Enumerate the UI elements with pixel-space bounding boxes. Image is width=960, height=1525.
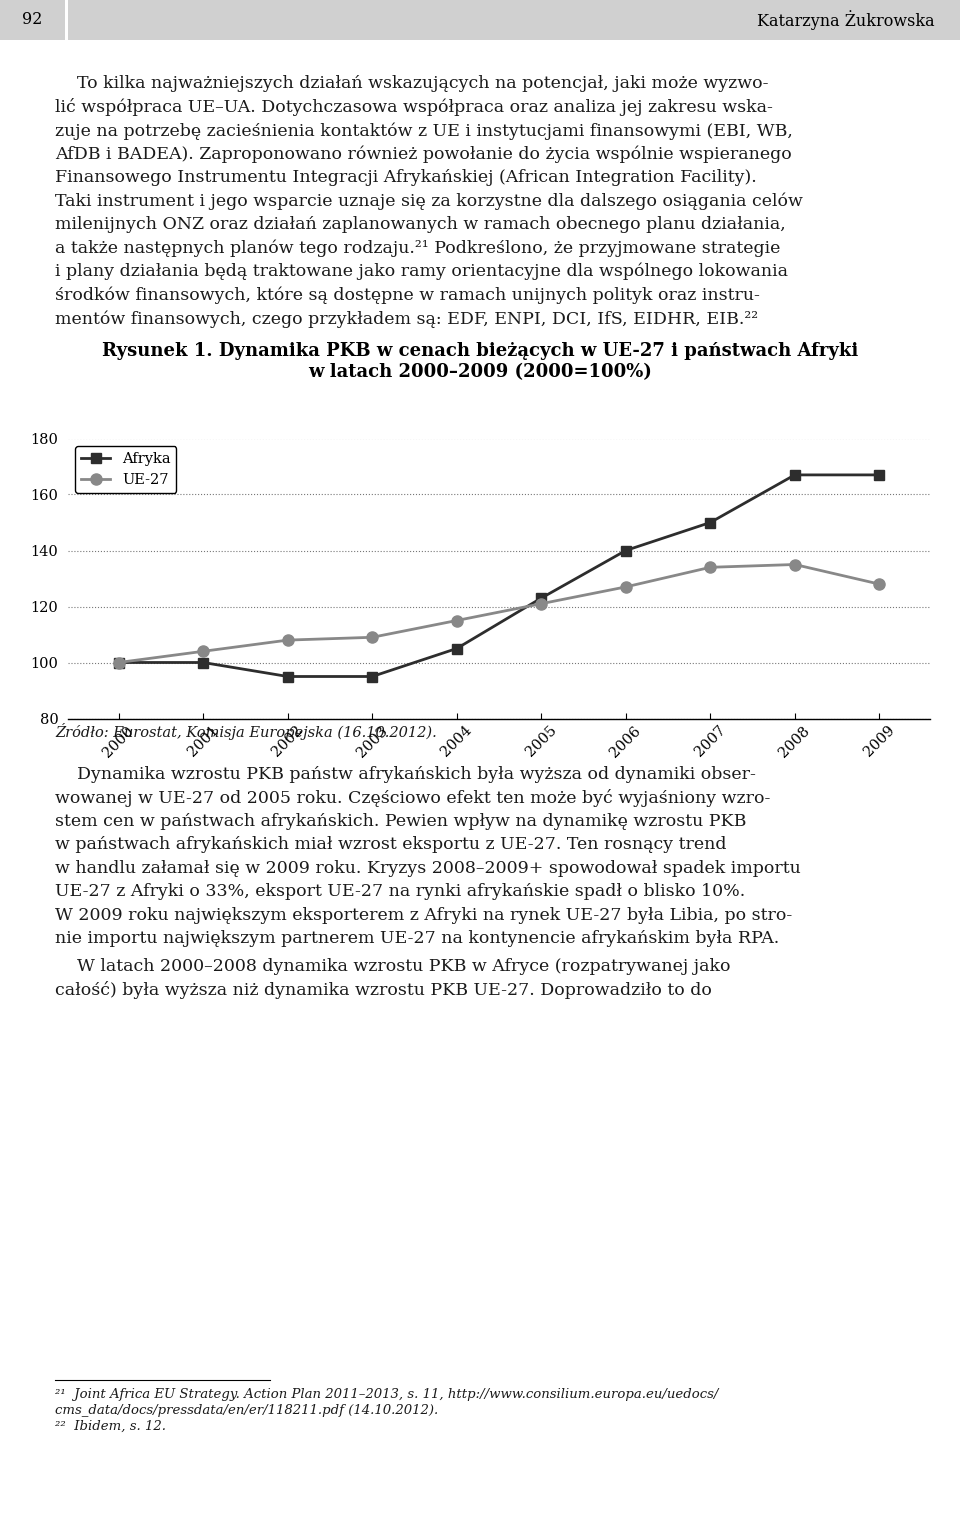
Bar	[65, 0, 68, 40]
Text: całość) była wyższa niż dynamika wzrostu PKB UE-27. Doprowadziło to do: całość) była wyższa niż dynamika wzrostu…	[55, 981, 712, 999]
Text: środków finansowych, które są dostępne w ramach unijnych polityk oraz instru-: środków finansowych, które są dostępne w…	[55, 287, 760, 303]
Text: zuje na potrzebę zacieśnienia kontaktów z UE i instytucjami finansowymi (EBI, WB: zuje na potrzebę zacieśnienia kontaktów …	[55, 122, 793, 139]
Text: milenijnych ONZ oraz działań zaplanowanych w ramach obecnego planu działania,: milenijnych ONZ oraz działań zaplanowany…	[55, 217, 785, 233]
Text: To kilka najważniejszych działań wskazujących na potencjał, jaki może wyzwo-: To kilka najważniejszych działań wskazuj…	[55, 75, 769, 92]
Text: lić współpraca UE–UA. Dotychczasowa współpraca oraz analiza jej zakresu wska-: lić współpraca UE–UA. Dotychczasowa wspó…	[55, 99, 773, 116]
Text: cms_data/docs/pressdata/en/er/118211.pdf (14.10.2012).: cms_data/docs/pressdata/en/er/118211.pdf…	[55, 1405, 439, 1417]
Text: Dynamika wzrostu PKB państw afrykańskich była wyższa od dynamiki obser-: Dynamika wzrostu PKB państw afrykańskich…	[55, 766, 756, 782]
Text: stem cen w państwach afrykańskich. Pewien wpływ na dynamikę wzrostu PKB: stem cen w państwach afrykańskich. Pewie…	[55, 813, 746, 830]
Text: w handlu załamał się w 2009 roku. Kryzys 2008–2009+ spowodował spadek importu: w handlu załamał się w 2009 roku. Kryzys…	[55, 860, 801, 877]
Text: nie importu największym partnerem UE-27 na kontynencie afrykańskim była RPA.: nie importu największym partnerem UE-27 …	[55, 930, 780, 947]
Text: AfDB i BADEA). Zaproponowano również powołanie do życia wspólnie wspieranego: AfDB i BADEA). Zaproponowano również pow…	[55, 145, 792, 163]
Text: Źródło: Eurostat, Komisja Europejska (16.10.2012).: Źródło: Eurostat, Komisja Europejska (16…	[55, 723, 437, 741]
Text: w latach 2000–2009 (2000=100%): w latach 2000–2009 (2000=100%)	[308, 363, 652, 381]
Text: Taki instrument i jego wsparcie uznaje się za korzystne dla dalszego osiągania c: Taki instrument i jego wsparcie uznaje s…	[55, 192, 803, 210]
Text: Katarzyna Żukrowska: Katarzyna Żukrowska	[757, 11, 935, 31]
Text: W latach 2000–2008 dynamika wzrostu PKB w Afryce (rozpatrywanej jako: W latach 2000–2008 dynamika wzrostu PKB …	[55, 958, 731, 974]
Text: ²²  Ibidem, s. 12.: ²² Ibidem, s. 12.	[55, 1420, 166, 1434]
Text: W 2009 roku największym eksporterem z Afryki na rynek UE-27 była Libia, po stro-: W 2009 roku największym eksporterem z Af…	[55, 907, 792, 924]
Text: Rysunek 1. Dynamika PKB w cenach bieżących w UE-27 i państwach Afryki: Rysunek 1. Dynamika PKB w cenach bieżący…	[102, 342, 858, 360]
Text: w państwach afrykańskich miał wzrost eksportu z UE-27. Ten rosnący trend: w państwach afrykańskich miał wzrost eks…	[55, 836, 727, 854]
Text: i plany działania będą traktowane jako ramy orientacyjne dla wspólnego lokowania: i plany działania będą traktowane jako r…	[55, 262, 788, 281]
Text: ²¹  Joint Africa EU Strategy. Action Plan 2011–2013, s. 11, http://www.consilium: ²¹ Joint Africa EU Strategy. Action Plan…	[55, 1388, 718, 1401]
Text: wowanej w UE-27 od 2005 roku. Częściowo efekt ten może być wyjaśniony wzro-: wowanej w UE-27 od 2005 roku. Częściowo …	[55, 790, 770, 807]
Legend: Afryka, UE-27: Afryka, UE-27	[75, 445, 177, 493]
Text: 92: 92	[22, 12, 42, 29]
Text: Finansowego Instrumentu Integracji Afrykańskiej (African Integration Facility).: Finansowego Instrumentu Integracji Afryk…	[55, 169, 756, 186]
Text: mentów finansowych, czego przykładem są: EDF, ENPI, DCI, IfS, EIDHR, EIB.²²: mentów finansowych, czego przykładem są:…	[55, 310, 758, 328]
Text: UE-27 z Afryki o 33%, eksport UE-27 na rynki afrykańskie spadł o blisko 10%.: UE-27 z Afryki o 33%, eksport UE-27 na r…	[55, 883, 745, 900]
Bar	[0, 0, 960, 40]
Text: a także następnych planów tego rodzaju.²¹ Podkreślono, że przyjmowane strategie: a także następnych planów tego rodzaju.²…	[55, 239, 780, 258]
